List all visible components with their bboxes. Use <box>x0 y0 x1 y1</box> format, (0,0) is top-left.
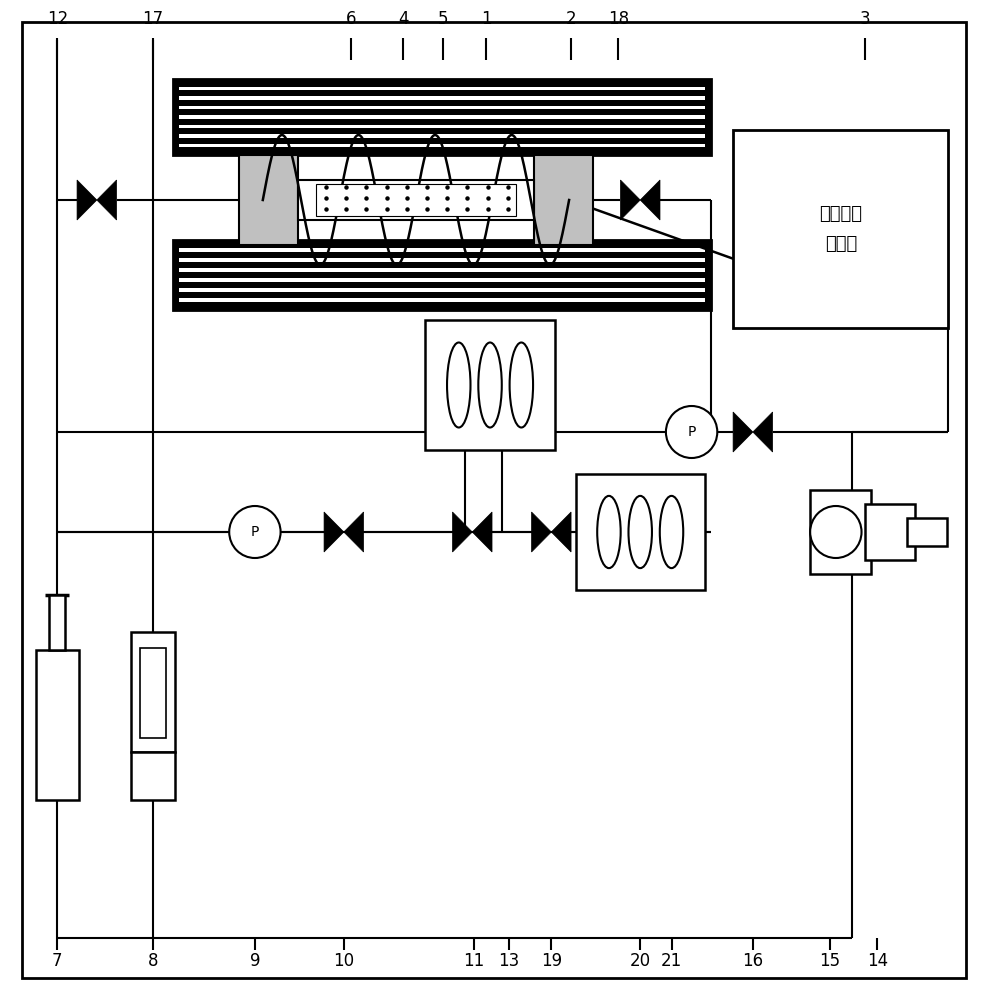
Polygon shape <box>733 412 753 452</box>
Ellipse shape <box>447 342 470 428</box>
Bar <box>179 134 705 138</box>
Text: 20: 20 <box>629 952 651 970</box>
Bar <box>575 474 704 589</box>
Polygon shape <box>324 512 344 552</box>
Ellipse shape <box>478 342 502 428</box>
Text: 1: 1 <box>481 10 491 28</box>
Bar <box>173 240 711 310</box>
Text: 3: 3 <box>860 10 869 28</box>
Ellipse shape <box>510 342 534 428</box>
Bar <box>179 288 705 292</box>
Polygon shape <box>344 512 364 552</box>
Bar <box>131 752 175 800</box>
Text: 15: 15 <box>819 952 841 970</box>
Circle shape <box>229 506 281 558</box>
Text: 21: 21 <box>661 952 683 970</box>
Circle shape <box>666 406 717 458</box>
Text: 2: 2 <box>566 10 576 28</box>
Text: 13: 13 <box>498 952 520 970</box>
Text: 9: 9 <box>250 952 260 970</box>
Polygon shape <box>453 512 472 552</box>
Bar <box>907 518 947 546</box>
Text: 7: 7 <box>52 952 62 970</box>
Polygon shape <box>551 512 571 552</box>
Polygon shape <box>640 180 660 220</box>
Bar <box>179 268 705 272</box>
Bar <box>179 298 705 302</box>
Bar <box>316 184 516 216</box>
Text: 16: 16 <box>742 952 764 970</box>
Bar <box>36 650 79 800</box>
Bar <box>425 320 554 450</box>
Bar <box>131 632 175 752</box>
Text: 19: 19 <box>540 952 562 970</box>
Bar <box>733 130 948 328</box>
Text: 5: 5 <box>438 10 448 28</box>
Text: 18: 18 <box>608 10 629 28</box>
Bar <box>140 648 166 738</box>
Bar <box>49 595 65 650</box>
Text: 10: 10 <box>333 952 355 970</box>
Polygon shape <box>753 412 773 452</box>
Text: 14: 14 <box>866 952 888 970</box>
Bar <box>179 248 705 252</box>
Bar <box>239 155 298 245</box>
Text: 12: 12 <box>46 10 68 28</box>
Bar <box>534 155 593 245</box>
Bar <box>865 504 915 560</box>
Text: P: P <box>688 425 696 439</box>
Bar <box>179 106 705 109</box>
Bar <box>173 79 711 155</box>
Polygon shape <box>77 180 97 220</box>
Bar <box>298 180 534 220</box>
Bar <box>179 258 705 262</box>
Text: 6: 6 <box>346 10 356 28</box>
Ellipse shape <box>660 496 684 568</box>
Polygon shape <box>97 180 117 220</box>
Text: 核磁共振
控制台: 核磁共振 控制台 <box>819 205 863 253</box>
Text: 8: 8 <box>148 952 158 970</box>
Polygon shape <box>532 512 551 552</box>
Text: 4: 4 <box>398 10 408 28</box>
Text: P: P <box>251 525 259 539</box>
Bar <box>179 144 705 147</box>
Polygon shape <box>472 512 492 552</box>
Ellipse shape <box>597 496 620 568</box>
Text: 11: 11 <box>463 952 485 970</box>
Bar <box>179 115 705 119</box>
Bar <box>179 125 705 128</box>
Ellipse shape <box>628 496 652 568</box>
Polygon shape <box>620 180 640 220</box>
Bar <box>179 87 705 90</box>
Bar <box>179 278 705 282</box>
Bar <box>810 490 871 574</box>
Bar <box>179 96 705 100</box>
Text: 17: 17 <box>142 10 164 28</box>
Circle shape <box>810 506 862 558</box>
